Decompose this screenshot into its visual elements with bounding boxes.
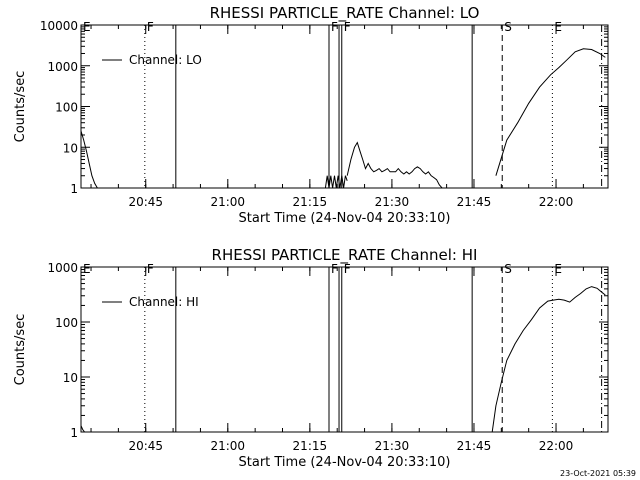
series-line-segment-4 (495, 48, 606, 176)
y-tick-label: 10 (63, 371, 78, 385)
y-tick-label: 1 (70, 426, 78, 440)
x-tick-label: 21:15 (293, 195, 328, 209)
y-tick-label: 10000 (40, 19, 78, 33)
series-line-segment-1 (80, 130, 98, 189)
x-tick-label: 22:00 (539, 439, 574, 453)
y-tick-label: 10 (63, 141, 78, 155)
chart-title: RHESSI PARTICLE_RATE Channel: LO (210, 4, 480, 23)
series-line-segment-2 (324, 175, 348, 189)
y-tick-label: 100 (55, 316, 78, 330)
x-tick-label: 21:15 (293, 439, 328, 453)
event-marker-label: F (344, 20, 351, 34)
x-tick-label: 20:45 (128, 439, 163, 453)
plot-frame (80, 266, 609, 433)
series-line-segment-2 (491, 286, 606, 433)
footer-timestamp: 23-Oct-2021 05:39 (560, 469, 636, 478)
x-tick-label: 21:00 (210, 195, 245, 209)
y-axis-label: Counts/sec (13, 71, 28, 143)
legend-entry: Channel: LO (129, 53, 202, 67)
chart-title: RHESSI PARTICLE_RATE Channel: HI (212, 246, 478, 265)
y-axis-label: Counts/sec (13, 314, 28, 386)
y-tick-label: 100 (55, 101, 78, 115)
event-marker-label: S (504, 20, 512, 34)
series-line-segment-1 (80, 425, 85, 433)
y-tick-label: 1 (70, 182, 78, 196)
x-tick-label: 21:30 (375, 439, 410, 453)
x-tick-label: 22:00 (539, 195, 574, 209)
x-tick-label: 21:30 (375, 195, 410, 209)
event-marker-label: F (344, 262, 351, 276)
chart-panel-2: RHESSI PARTICLE_RATE Channel: HI 1 10 100 10… (13, 246, 609, 470)
event-marker-label: E (83, 262, 91, 276)
plot-frame (80, 24, 609, 189)
y-tick-label: 1000 (47, 60, 78, 74)
event-marker-label: F (147, 20, 154, 34)
x-axis-label: Start Time (24-Nov-04 20:33:10) (239, 211, 451, 226)
series-line-segment-3 (346, 141, 448, 189)
x-tick-label: 21:00 (210, 439, 245, 453)
chart-panel-1: RHESSI PARTICLE_RATE Channel: LO 1 10 100 10… (13, 4, 609, 226)
event-marker-label: F (147, 262, 154, 276)
event-marker-label: E (554, 262, 562, 276)
y-tick-label: 1000 (47, 261, 78, 275)
x-tick-label: 20:45 (128, 195, 163, 209)
x-axis-label: Start Time (24-Nov-04 20:33:10) (239, 455, 451, 470)
legend-entry: Channel: HI (129, 295, 199, 309)
event-marker-label: F (331, 262, 338, 276)
x-tick-label: 21:45 (457, 439, 492, 453)
event-marker-label: S (504, 262, 512, 276)
x-tick-label: 21:45 (457, 195, 492, 209)
event-marker-label: F (331, 20, 338, 34)
event-marker-label: E (554, 20, 562, 34)
event-marker-label: E (83, 20, 91, 34)
